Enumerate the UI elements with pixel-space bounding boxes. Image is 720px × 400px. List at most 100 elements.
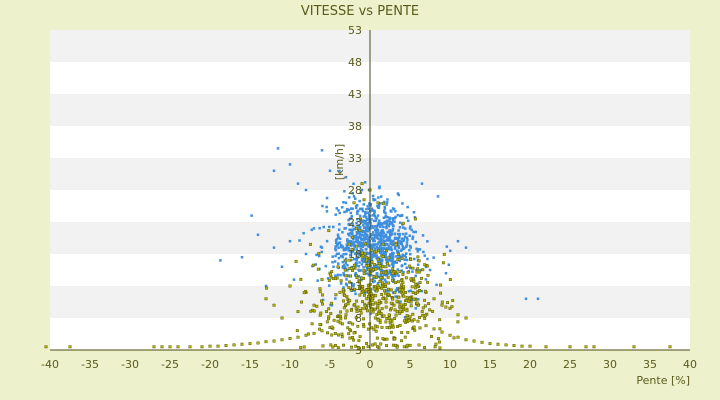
data-point xyxy=(340,335,344,339)
data-point xyxy=(366,244,370,248)
data-point xyxy=(359,269,363,272)
data-point xyxy=(409,225,412,228)
data-point xyxy=(391,271,395,275)
data-point xyxy=(264,297,268,301)
data-point xyxy=(349,211,353,215)
data-point xyxy=(379,312,383,315)
data-point xyxy=(376,345,379,349)
data-point xyxy=(370,298,374,302)
data-point xyxy=(68,345,72,349)
data-point xyxy=(417,343,421,347)
data-point xyxy=(413,286,417,290)
data-point xyxy=(385,203,388,206)
data-point xyxy=(411,266,415,270)
data-point xyxy=(379,202,382,205)
data-point xyxy=(379,232,383,236)
data-point xyxy=(384,211,387,215)
data-point xyxy=(381,232,385,235)
data-point xyxy=(391,325,395,329)
series-olive-points xyxy=(44,182,672,350)
data-point xyxy=(366,309,369,313)
data-point xyxy=(362,346,365,349)
data-point xyxy=(366,345,370,349)
y-tick-label: 13 xyxy=(348,280,362,293)
data-point xyxy=(361,230,364,234)
data-point xyxy=(339,279,343,283)
data-point xyxy=(378,186,381,190)
data-point xyxy=(380,258,383,262)
x-tick-label: 5 xyxy=(407,358,414,371)
data-point xyxy=(336,346,340,350)
data-point xyxy=(349,274,352,278)
data-point xyxy=(365,256,369,259)
data-point xyxy=(355,310,359,313)
data-point xyxy=(325,196,329,200)
data-point xyxy=(295,329,299,333)
data-point xyxy=(445,245,449,248)
data-point xyxy=(382,239,385,243)
data-point xyxy=(330,325,334,329)
data-point xyxy=(288,284,292,288)
data-point xyxy=(349,308,353,312)
data-point xyxy=(386,215,389,219)
data-point xyxy=(264,340,268,344)
data-point xyxy=(408,264,412,268)
data-point xyxy=(402,345,406,349)
data-point xyxy=(321,302,324,306)
data-point xyxy=(357,264,361,268)
data-point xyxy=(302,231,305,235)
data-point xyxy=(315,304,319,308)
data-point xyxy=(332,318,336,322)
data-point xyxy=(354,292,357,296)
data-point xyxy=(408,296,412,300)
data-point xyxy=(364,264,368,268)
data-point xyxy=(337,228,341,231)
data-point xyxy=(338,237,342,241)
data-point xyxy=(392,224,395,228)
data-point xyxy=(383,222,387,225)
data-point xyxy=(385,259,389,263)
data-point xyxy=(316,279,319,282)
x-tick-label: 30 xyxy=(603,358,617,371)
data-point xyxy=(373,342,377,346)
data-point xyxy=(385,223,389,227)
data-point xyxy=(347,196,351,199)
data-point xyxy=(387,313,391,317)
data-point xyxy=(362,269,366,273)
data-point xyxy=(351,222,354,226)
data-point xyxy=(176,345,180,349)
data-point xyxy=(411,312,415,316)
data-point xyxy=(383,283,387,287)
data-point xyxy=(376,304,380,308)
data-point xyxy=(668,345,672,349)
data-point xyxy=(426,257,429,261)
data-point xyxy=(363,293,366,297)
data-point xyxy=(404,316,408,320)
data-point xyxy=(366,230,369,233)
data-point xyxy=(373,210,376,214)
data-point xyxy=(393,291,397,295)
data-point xyxy=(396,232,400,236)
data-point xyxy=(395,345,399,349)
data-point xyxy=(365,297,369,301)
data-point xyxy=(456,313,460,317)
data-point xyxy=(325,320,329,324)
data-point xyxy=(351,232,354,235)
chart-title: VITESSE vs PENTE xyxy=(301,4,419,19)
data-point xyxy=(357,346,360,350)
data-point xyxy=(394,313,398,317)
data-point xyxy=(584,345,588,349)
data-point xyxy=(344,201,348,205)
data-point xyxy=(352,331,356,335)
data-point xyxy=(423,298,427,302)
data-point xyxy=(341,230,344,234)
data-point xyxy=(446,301,450,305)
data-point xyxy=(363,238,366,242)
data-point xyxy=(324,264,328,268)
data-point xyxy=(432,327,436,331)
x-tick-label: -25 xyxy=(161,358,179,371)
data-point xyxy=(410,285,414,289)
data-point xyxy=(414,307,417,310)
data-point xyxy=(340,245,344,248)
